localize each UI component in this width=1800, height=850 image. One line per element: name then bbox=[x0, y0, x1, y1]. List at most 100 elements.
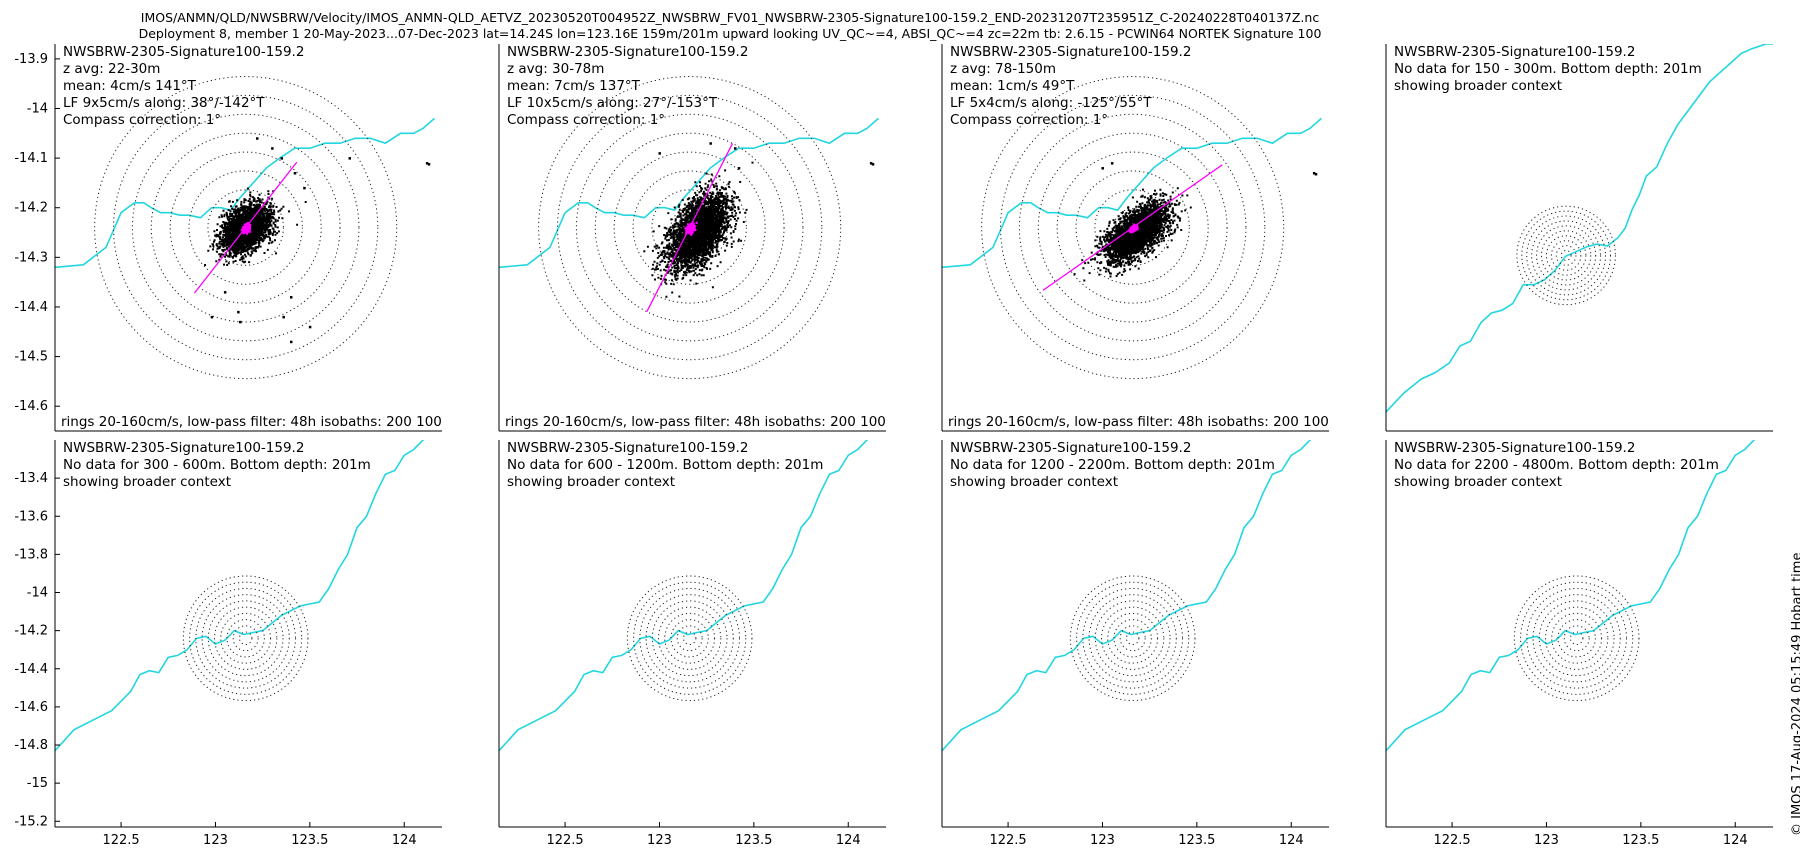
y-tick-label: -14.2 bbox=[14, 201, 48, 216]
annotation-line: LF 9x5cm/s along: 38°/-142°T bbox=[63, 95, 265, 111]
velocity-outlier bbox=[737, 167, 741, 170]
annotation-line: Compass correction: 1° bbox=[507, 112, 665, 128]
speed-ring bbox=[201, 594, 290, 683]
speed-ring bbox=[150, 132, 341, 323]
speed-ring bbox=[670, 619, 709, 658]
velocity-outlier bbox=[709, 142, 712, 145]
x-tick-label: 123.5 bbox=[735, 833, 772, 848]
velocity-outlier bbox=[1314, 172, 1318, 176]
annotation-line: z avg: 22-30m bbox=[63, 61, 160, 77]
annotation-line: showing broader context bbox=[507, 474, 675, 490]
x-tick-label: 122.5 bbox=[989, 833, 1026, 848]
speed-ring bbox=[1082, 587, 1184, 689]
annotation-line: showing broader context bbox=[1394, 78, 1562, 94]
y-tick-label: -14 bbox=[27, 102, 48, 117]
isobath-line bbox=[55, 117, 435, 269]
speed-ring bbox=[1101, 606, 1165, 670]
velocity-outlier bbox=[289, 296, 293, 299]
annotation-line: No data for 300 - 600m. Bottom depth: 20… bbox=[63, 457, 371, 473]
speed-ring bbox=[1526, 215, 1607, 296]
annotation-line: showing broader context bbox=[950, 474, 1118, 490]
speed-ring bbox=[214, 606, 278, 670]
speed-ring bbox=[1550, 240, 1582, 271]
speed-ring bbox=[226, 619, 265, 658]
annotation-line: No data for 150 - 300m. Bottom depth: 20… bbox=[1394, 61, 1702, 77]
speed-ring bbox=[1069, 575, 1196, 702]
x-tick-label: 123 bbox=[647, 833, 672, 848]
subplot-0-0: -13.9 -14 -14.1 -14.2 -14.3 -14.4 -14.5 -14.6 NW… bbox=[14, 44, 442, 432]
x-tick-label: 124 bbox=[1279, 833, 1304, 848]
y-tick-label: -14.4 bbox=[14, 662, 48, 677]
annotation-line: Compass correction: 1° bbox=[63, 112, 221, 128]
annotation-line: NWSBRW-2305-Signature100-159.2 bbox=[63, 440, 304, 456]
isobath-line bbox=[1386, 44, 1773, 413]
figure-title-line1: IMOS/ANMN/QLD/NWSBRW/Velocity/IMOS_ANMN-… bbox=[140, 10, 1320, 25]
speed-ring bbox=[1551, 612, 1603, 664]
x-tick-label: 122.5 bbox=[102, 833, 139, 848]
y-tick-label: -13.6 bbox=[14, 509, 48, 524]
annotation-line: NWSBRW-2305-Signature100-159.2 bbox=[507, 44, 748, 60]
lowpass-scatter bbox=[684, 221, 698, 236]
x-tick-label: 124 bbox=[1723, 833, 1748, 848]
speed-ring bbox=[1000, 94, 1266, 361]
speed-ring bbox=[1563, 625, 1590, 652]
speed-ring bbox=[1560, 250, 1572, 261]
y-tick-label: -14.5 bbox=[14, 350, 48, 365]
subplot-1-0: -13.4 -13.6 -13.8 -14 -14.2 -14.4 -14.6 -14.8 -1… bbox=[14, 440, 442, 848]
annotation-line: mean: 7cm/s 137°T bbox=[507, 78, 641, 94]
velocity-outlier bbox=[1110, 162, 1114, 165]
velocity-outlier bbox=[427, 163, 431, 166]
speed-ring bbox=[182, 575, 309, 702]
speed-ring bbox=[1075, 170, 1190, 285]
x-tick-label: 124 bbox=[836, 833, 861, 848]
annotation-line: NWSBRW-2305-Signature100-159.2 bbox=[1394, 44, 1635, 60]
isobath-line bbox=[55, 440, 425, 752]
speed-ring bbox=[1088, 594, 1177, 683]
annotation-line: NWSBRW-2305-Signature100-159.2 bbox=[950, 44, 1191, 60]
subplot-0-1: NWSBRW-2305-Signature100-159.2z avg: 30-… bbox=[498, 44, 886, 432]
x-tick-label: 123.5 bbox=[1622, 833, 1659, 848]
velocity-outlier bbox=[1312, 172, 1316, 175]
annotation-line: mean: 4cm/s 141°T bbox=[63, 78, 197, 94]
speed-ring bbox=[1119, 625, 1146, 652]
x-tick-label: 122.5 bbox=[546, 833, 583, 848]
lowpass-scatter bbox=[240, 222, 252, 235]
y-tick-label: -15 bbox=[27, 776, 48, 791]
speed-ring bbox=[1555, 245, 1577, 266]
annotation-line: mean: 1cm/s 49°T bbox=[950, 78, 1075, 94]
velocity-outlier bbox=[425, 162, 429, 165]
x-tick-label: 123 bbox=[203, 833, 228, 848]
annotation-line: NWSBRW-2305-Signature100-159.2 bbox=[507, 440, 748, 456]
speed-ring bbox=[131, 113, 360, 342]
annotation-line: No data for 2200 - 4800m. Bottom depth: … bbox=[1394, 457, 1719, 473]
velocity-outlier bbox=[733, 147, 737, 150]
speed-ring bbox=[1107, 612, 1159, 664]
annotation-line: Compass correction: 1° bbox=[950, 112, 1108, 128]
x-tick-label: 123.5 bbox=[1178, 833, 1215, 848]
y-tick-label: -14.4 bbox=[14, 300, 48, 315]
annotation-line: NWSBRW-2305-Signature100-159.2 bbox=[950, 440, 1191, 456]
annotation-line: NWSBRW-2305-Signature100-159.2 bbox=[63, 44, 304, 60]
speed-ring bbox=[658, 606, 722, 670]
annotation-line: z avg: 78-150m bbox=[950, 61, 1056, 77]
speed-ring bbox=[664, 612, 716, 664]
speed-ring bbox=[1516, 205, 1616, 306]
y-tick-label: -14 bbox=[27, 586, 48, 601]
velocity-outlier bbox=[308, 325, 312, 329]
annotation-line: NWSBRW-2305-Signature100-159.2 bbox=[1394, 440, 1635, 456]
speed-ring bbox=[682, 631, 697, 645]
y-tick-label: -13.4 bbox=[14, 471, 48, 486]
velocity-outlier bbox=[289, 340, 293, 344]
isobath-line bbox=[499, 440, 869, 752]
speed-ring bbox=[188, 170, 303, 285]
speed-ring bbox=[1076, 581, 1190, 695]
speed-ring bbox=[220, 612, 272, 664]
speed-ring bbox=[676, 625, 703, 652]
speed-ring bbox=[238, 631, 253, 645]
speed-ring bbox=[651, 600, 728, 677]
speed-ring bbox=[639, 587, 741, 689]
y-tick-label: -14.1 bbox=[14, 151, 48, 166]
y-tick-label: -14.6 bbox=[14, 399, 48, 414]
speed-ring bbox=[575, 113, 804, 342]
isobath-line bbox=[942, 440, 1312, 752]
